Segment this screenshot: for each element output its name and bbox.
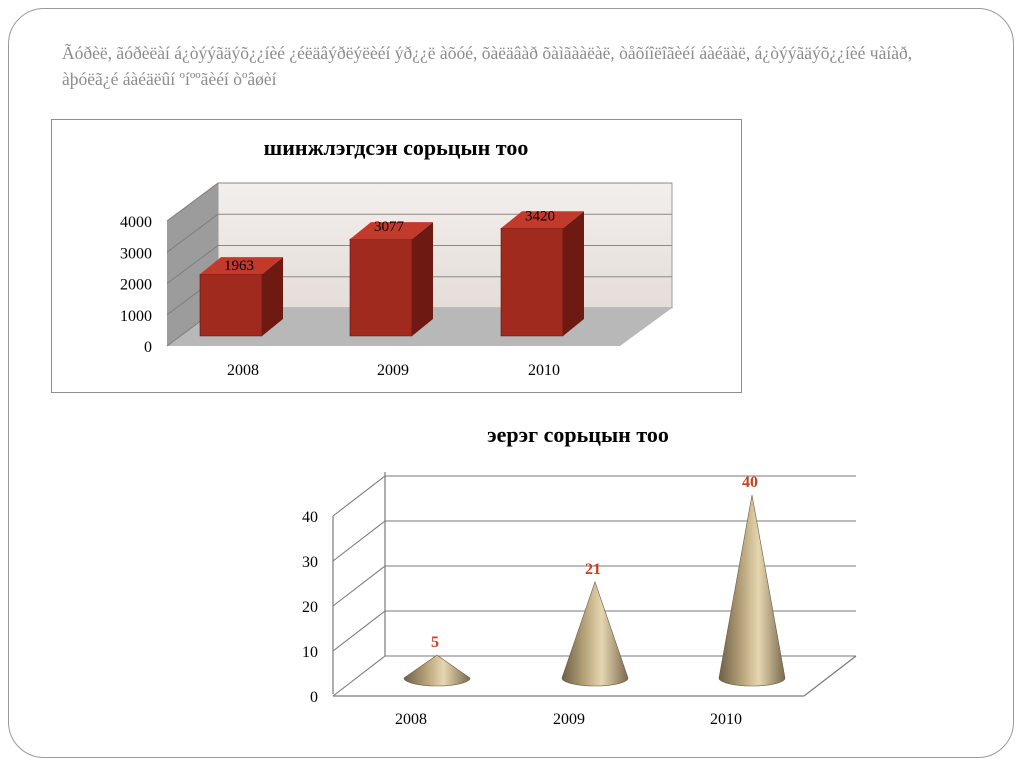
bar-chart-y-tick: 1000 [120,308,152,325]
cone-chart-y-tick: 20 [302,599,318,616]
bar-chart-x-tick: 2009 [377,362,409,379]
cone-chart-gridline [332,475,386,517]
bar-data-label: 3420 [525,208,555,224]
bar-chart-gridline [166,182,219,222]
bar-side-face [262,257,283,336]
cone-chart-gridline [332,655,386,697]
cone-chart-y-tick: 0 [310,689,318,706]
cone-data-label: 21 [585,561,601,578]
bar-chart-gridline [166,245,219,284]
cone-chart-gridline [332,565,386,607]
bar-chart-y-tick: 0 [144,339,152,356]
cone-chart-gridline [332,520,386,562]
bar-chart-gridline [166,213,219,253]
bar-2008 [199,257,283,337]
bar-front-face [199,273,263,337]
bar-front-face [500,227,564,337]
cone-chart-x-tick: 2009 [553,711,585,728]
bar-side-face [412,222,433,336]
cone-body [561,581,629,687]
cone-chart-floor-right-edge [803,655,857,697]
bar-chart: шинжлэгдсэн сорьцын тоо 0 1000 2000 3000 400… [120,135,673,379]
cone-chart-y-tick: 10 [302,644,318,661]
cone-chart: эерэг сорьцын тоо 0 10 20 30 40 5 21 40 2008 20… [302,422,857,728]
bar-chart-title: шинжлэгдсэн сорьцын тоо [264,135,529,160]
cone-chart-gridline [332,610,386,652]
bar-top-face [200,257,283,275]
cone-chart-y-tick: 40 [302,509,318,526]
cone-chart-title: эерэг сорьцын тоо [487,422,669,447]
bar-top-face [350,222,433,240]
cone-data-label: 40 [742,474,758,491]
slide-header-text: Ãóðèë, ãóðèëàí á¿òýýãäýõ¿¿íèé ¿éëäâýðëýë… [62,43,913,89]
bar-chart-y-tick: 2000 [120,277,152,294]
cone-chart-x-tick: 2010 [710,711,742,728]
cone-2009 [561,581,629,687]
cone-chart-x-tick: 2008 [395,711,427,728]
bar-side-face [563,211,584,336]
bar-chart-y-tick: 4000 [120,214,152,231]
bar-2010 [500,211,584,337]
bar-chart-x-tick: 2008 [227,362,259,379]
cone-data-label: 5 [431,634,439,651]
bar-chart-x-tick: 2010 [528,362,560,379]
bar-data-label: 3077 [374,219,405,235]
bar-data-label: 1963 [224,258,254,274]
bar-front-face [349,238,413,337]
cone-body [403,654,471,687]
cone-chart-y-tick: 30 [302,554,318,571]
cone-2008 [403,654,471,687]
bar-2009 [349,222,433,337]
bar-top-face [501,211,584,229]
cone-2010 [718,494,786,687]
cone-body [718,494,786,687]
bar-chart-y-tick: 3000 [120,245,152,262]
